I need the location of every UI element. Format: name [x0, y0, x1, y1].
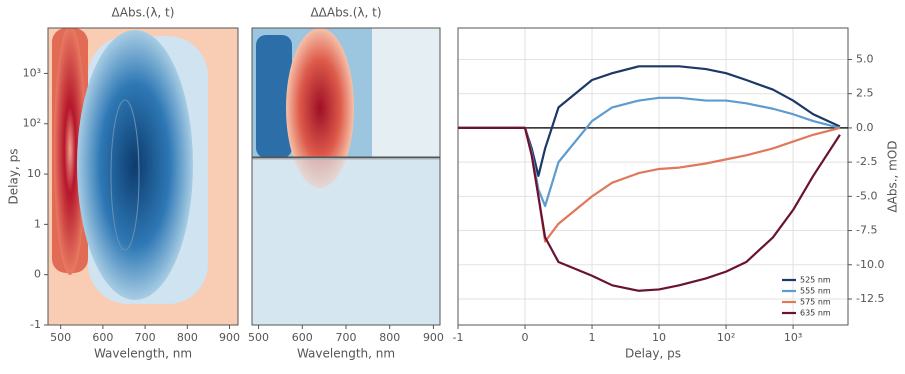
panel-title: ΔΔAbs.(λ, t) — [310, 6, 381, 20]
y-tick-label: 1 — [34, 217, 41, 230]
x-axis-label: Delay, ps — [625, 347, 681, 361]
x-axis-label: Wavelength, nm — [94, 347, 192, 361]
x-tick-label: 700 — [135, 331, 156, 344]
y-tick-label: 5.0 — [856, 52, 874, 65]
plot-frame — [251, 27, 441, 326]
x-tick-label: 600 — [92, 331, 113, 344]
x-tick-label: 10 — [652, 331, 666, 344]
x-tick-label: -1 — [453, 331, 464, 344]
y-tick-label: -1 — [30, 318, 41, 331]
heatmap-image — [48, 28, 238, 325]
x-tick-label: 600 — [292, 331, 313, 344]
legend-label: 525 nm — [800, 276, 831, 285]
x-tick-label: 10² — [717, 331, 735, 344]
y-tick-label: -2.5 — [856, 155, 877, 168]
x-tick-label: 900 — [423, 331, 444, 344]
data-line — [458, 65, 841, 177]
x-tick-label: 500 — [248, 331, 269, 344]
x-tick-label: 800 — [379, 331, 400, 344]
x-tick-label: 1 — [589, 331, 596, 344]
data-line — [458, 126, 841, 292]
x-tick-label: 700 — [336, 331, 357, 344]
y-tick-label: 10 — [27, 167, 41, 180]
x-tick-label: 10³ — [784, 331, 802, 344]
y-axis-label: Delay, ps — [7, 149, 21, 205]
x-tick-label: 0 — [522, 331, 529, 344]
y-tick-label: 2.5 — [856, 87, 874, 100]
plot-frame — [47, 27, 239, 326]
y-tick-label: -12.5 — [856, 292, 884, 305]
panel-title: ΔAbs.(λ, t) — [112, 6, 175, 20]
x-tick-label: 800 — [177, 331, 198, 344]
y-tick-label: 0 — [34, 268, 41, 281]
legend-label: 575 nm — [800, 298, 831, 307]
y-tick-label: 10² — [23, 117, 41, 130]
plot-frame — [457, 27, 849, 326]
data-line — [458, 96, 841, 208]
y-axis-label: ΔAbs., mOD — [886, 140, 900, 212]
legend-label: 555 nm — [800, 287, 831, 296]
y-tick-label: -10.0 — [856, 258, 884, 271]
legend-label: 635 nm — [800, 309, 831, 318]
y-tick-label: 0.0 — [856, 121, 874, 134]
x-axis-label: Wavelength, nm — [297, 347, 395, 361]
x-tick-label: 500 — [50, 331, 71, 344]
y-tick-label: -5.0 — [856, 189, 877, 202]
y-tick-label: 10³ — [23, 66, 41, 79]
y-tick-label: -7.5 — [856, 224, 877, 237]
heatmap-image — [252, 28, 440, 325]
x-tick-label: 900 — [219, 331, 240, 344]
